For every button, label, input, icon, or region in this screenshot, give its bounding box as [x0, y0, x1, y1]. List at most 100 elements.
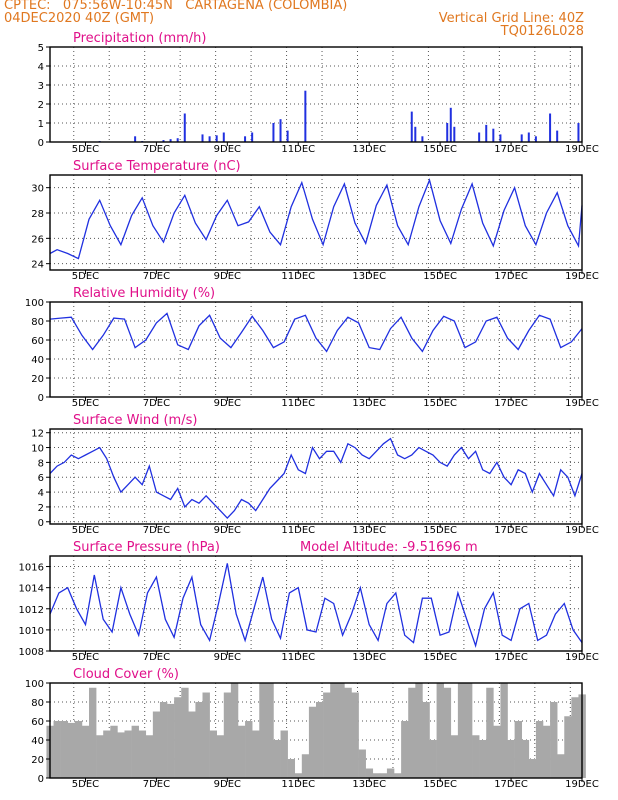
precip-bar — [304, 90, 307, 142]
cloud-bar — [422, 702, 430, 778]
cloud-bar — [280, 730, 288, 778]
y-tick-label: 12 — [31, 429, 44, 440]
cloud-bar — [301, 754, 310, 778]
x-tick-label: 17DEC — [494, 525, 528, 536]
cloud-bar — [528, 759, 537, 778]
cloud-bar — [493, 725, 501, 778]
y-tick-label: 0 — [38, 138, 44, 149]
cloud-bar — [266, 683, 274, 778]
x-tick-label: 7DEC — [143, 271, 170, 282]
cloud-bar — [500, 683, 508, 778]
cloud-bar — [195, 702, 203, 778]
x-tick-label: 5DEC — [72, 525, 99, 536]
series-line — [49, 178, 583, 260]
y-tick-label: 26 — [31, 234, 44, 245]
precip-bar — [410, 111, 413, 142]
cloud-bar — [308, 706, 317, 778]
x-tick-label: 9DEC — [214, 652, 241, 663]
y-tick-label: 5 — [38, 43, 44, 54]
y-tick-label: 10 — [31, 444, 44, 455]
precip-bar — [183, 113, 186, 142]
cloud-bar — [273, 740, 281, 778]
precip-bar — [577, 123, 580, 142]
cloud-bar — [436, 683, 444, 778]
cloud-bar — [67, 722, 76, 778]
series-line — [49, 312, 583, 353]
y-tick-label: 4 — [38, 488, 44, 499]
x-tick-label: 13DEC — [352, 144, 386, 155]
cloud-bar — [117, 732, 125, 778]
cloud-bar — [287, 759, 296, 778]
series-line — [49, 563, 583, 649]
cloud-bar — [514, 721, 523, 778]
cloud-bar — [443, 687, 452, 778]
cloud-bar — [245, 721, 253, 778]
x-tick-label: 15DEC — [423, 271, 457, 282]
precip-bar — [176, 138, 179, 142]
cloud-bar — [81, 725, 90, 778]
cloud-bar — [372, 773, 381, 778]
cloud-bar — [358, 749, 366, 778]
cloud-bar — [323, 692, 331, 778]
precip-bar — [520, 134, 523, 142]
cloud-bar — [429, 740, 437, 778]
cloud-bar — [96, 735, 104, 778]
precip-bar — [414, 126, 417, 142]
panel-line-2: 0 20 40 60 80 100 5DEC 7DEC 9DEC 11DEC 13DEC 15DEC 1… — [25, 286, 599, 409]
x-tick-label: 19DEC — [565, 779, 599, 790]
y-tick-label: 20 — [31, 755, 44, 766]
y-tick-label: 24 — [31, 260, 44, 271]
y-tick-label: 0 — [38, 393, 44, 404]
precip-bar — [478, 132, 481, 142]
cloud-bar — [415, 683, 423, 778]
x-tick-label: 15DEC — [423, 398, 457, 409]
y-tick-label: 1008 — [19, 647, 44, 658]
panel-bar-0: 0 1 2 3 4 5 5DEC 7DEC 9DEC 11DEC 13DEC 15DEC 17DEC 19… — [38, 31, 599, 155]
x-tick-label: 11DEC — [281, 271, 315, 282]
cloud-bar — [472, 735, 480, 778]
x-tick-label: 7DEC — [143, 525, 170, 536]
x-tick-label: 13DEC — [352, 779, 386, 790]
model-code: TQ0126L028 — [500, 24, 584, 39]
cloud-bar — [237, 725, 246, 778]
y-tick-label: 1014 — [19, 584, 44, 595]
precip-bar — [134, 136, 137, 142]
x-tick-label: 17DEC — [494, 398, 528, 409]
cloud-bar — [110, 725, 118, 778]
precip-bar — [208, 136, 211, 142]
cloud-bar — [124, 730, 132, 778]
panel-title: Relative Humidity (%) — [73, 286, 215, 301]
precip-bar — [286, 130, 289, 142]
x-tick-label: 5DEC — [72, 398, 99, 409]
cloud-bar — [521, 740, 530, 778]
x-tick-label: 17DEC — [494, 779, 528, 790]
cloud-bar — [252, 730, 260, 778]
cloud-bar — [103, 730, 111, 778]
x-tick-label: 15DEC — [423, 779, 457, 790]
x-tick-label: 7DEC — [143, 779, 170, 790]
precip-bar — [485, 124, 488, 142]
plot-frame — [49, 301, 583, 398]
cloud-bar — [450, 735, 459, 778]
x-tick-label: 5DEC — [72, 144, 99, 155]
cloud-bar — [202, 692, 210, 778]
station-title: CPTEC: 075:56W-10:45N CARTAGENA (COLOMBI… — [4, 0, 348, 13]
cloud-bar — [542, 725, 551, 778]
precip-bar — [556, 130, 559, 142]
panel-title: Cloud Cover (%) — [73, 667, 179, 682]
x-tick-label: 17DEC — [494, 652, 528, 663]
x-tick-label: 7DEC — [143, 144, 170, 155]
panel-line-1: 24 26 28 30 5DEC 7DEC 9DEC 11DEC 13DEC 15DEC 17DEC… — [31, 159, 599, 282]
x-tick-label: 7DEC — [143, 652, 170, 663]
cloud-bar — [557, 754, 565, 778]
cloud-bar — [223, 692, 232, 778]
x-tick-label: 17DEC — [494, 144, 528, 155]
cloud-bar — [89, 687, 97, 778]
y-tick-label: 0 — [38, 518, 44, 529]
cloud-bar — [344, 687, 352, 778]
precip-bar — [201, 134, 204, 142]
cloud-bar — [351, 692, 359, 778]
run-date: 04DEC2020 40Z (GMT) — [4, 11, 155, 26]
x-tick-label: 15DEC — [423, 144, 457, 155]
